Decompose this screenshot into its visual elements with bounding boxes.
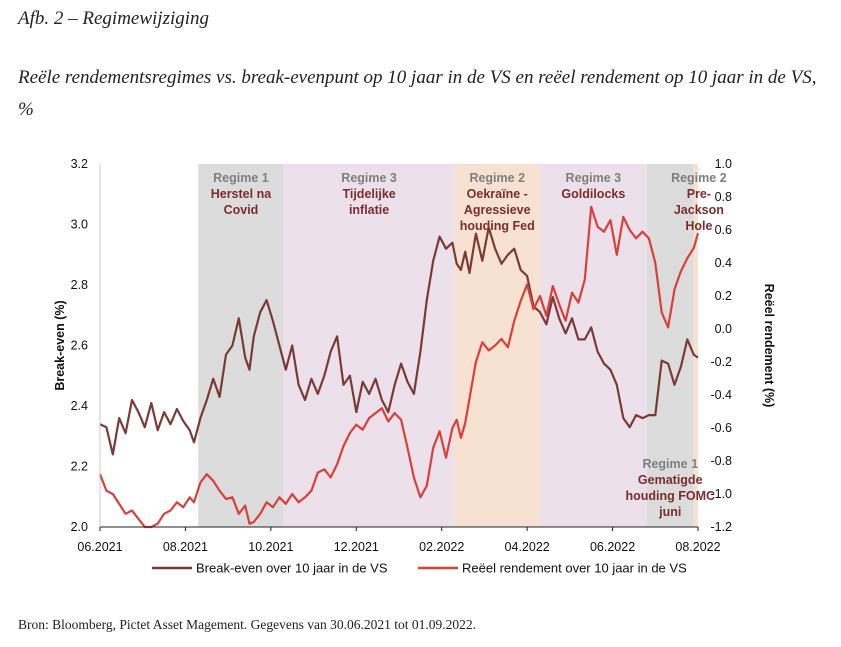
regime-sub-line: juni <box>658 505 681 519</box>
y-right-tick-label: -1.0 <box>710 487 732 501</box>
x-tick-label: 08.2022 <box>675 540 720 554</box>
x-tick-label: 04.2022 <box>505 540 550 554</box>
regime-heading: Regime 2 <box>469 171 525 185</box>
regime-band-2 <box>454 164 540 527</box>
y-right-tick-label: -0.4 <box>710 388 732 402</box>
regime-sub-line: Herstel na <box>211 187 272 201</box>
y-right-tick-label: 1.0 <box>715 157 732 171</box>
legend-item-1: Reëel rendement over 10 jaar in de VS <box>418 561 687 576</box>
regime-heading: Regime 3 <box>566 171 622 185</box>
source-note: Bron: Bloomberg, Pictet Asset Magement. … <box>18 617 476 632</box>
regime-sub-line: Tijdelijke <box>342 187 395 201</box>
regime-bands <box>198 164 698 527</box>
regime-band-0 <box>198 164 284 527</box>
y-right-tick-label: -0.8 <box>710 454 732 468</box>
regime-band-3 <box>539 164 647 527</box>
regime-label-4: Regime 1 Gematigde houding FOMC juni <box>625 457 715 519</box>
regime-heading: Regime 2 <box>671 171 727 185</box>
legend: Break-even over 10 jaar in de VS Reëel re… <box>152 561 687 576</box>
x-tick-label: 10.2021 <box>248 540 293 554</box>
axes: 06.2021 08.2021 10.2021 12.2021 02.2022 04.20… <box>53 157 776 554</box>
regime-sub-line: Jackson <box>674 203 724 217</box>
x-tick-label: 06.2022 <box>590 540 635 554</box>
y-left-tick-label: 2.4 <box>71 399 88 413</box>
x-tick-label: 08.2021 <box>163 540 208 554</box>
regime-heading: Regime 3 <box>341 171 397 185</box>
regime-sub-line: Goldilocks <box>561 187 625 201</box>
y-left-tick-label: 2.8 <box>71 278 88 292</box>
figure-label: Afb. 2 – Regimewijziging <box>18 8 210 29</box>
real-yield-line <box>98 205 700 529</box>
y-left-tick-label: 2.0 <box>71 520 88 534</box>
legend-label: Break-even over 10 jaar in de VS <box>196 561 388 576</box>
y-right-tick-label: 0.0 <box>715 322 732 336</box>
chart: Regime 1 Herstel na Covid Regime 3 Tijdelijk… <box>53 157 776 576</box>
y-left-tick-label: 3.0 <box>71 218 88 232</box>
y-right-tick-label: 0.6 <box>715 223 732 237</box>
regime-band-1 <box>283 164 455 527</box>
y-left-tick-label: 3.2 <box>71 157 88 171</box>
regime-label-0: Regime 1 Herstel na Covid <box>211 171 272 217</box>
regime-sub-line: Gematigde <box>638 473 703 487</box>
regime-sub-line: Pre- <box>687 187 711 201</box>
y-right-tick-label: 0.2 <box>715 289 732 303</box>
regime-sub-line: Hole <box>685 219 712 233</box>
series-lines <box>98 205 700 529</box>
regime-sub-line: Covid <box>224 203 259 217</box>
y-right-tick-label: 0.8 <box>715 190 732 204</box>
y-right-tick-label: -0.2 <box>710 355 732 369</box>
regime-labels: Regime 1 Herstel na Covid Regime 3 Tijdelijk… <box>211 171 727 519</box>
x-tick-label: 06.2021 <box>77 540 122 554</box>
y-left-tick-label: 2.2 <box>71 460 88 474</box>
y-right-tick-label: 0.4 <box>715 256 732 270</box>
regime-heading: Regime 1 <box>213 171 269 185</box>
x-tick-label: 12.2021 <box>334 540 379 554</box>
regime-sub-line: inflatie <box>349 203 389 217</box>
legend-item-0: Break-even over 10 jaar in de VS <box>152 561 388 576</box>
regime-heading: Regime 1 <box>642 457 698 471</box>
figure-title: Reële rendementsregimes vs. break-evenpu… <box>18 67 817 120</box>
breakeven-line <box>99 226 699 456</box>
regime-label-2: Regime 2 Oekraïne - Agressieve houding Fed <box>460 171 535 233</box>
regime-sub-line: Agressieve <box>464 203 531 217</box>
y-right-tick-label: -1.2 <box>710 520 732 534</box>
y-right-axis-title: Reëel rendement (%) <box>762 284 776 408</box>
x-tick-label: 02.2022 <box>419 540 464 554</box>
regime-sub-line: Oekraïne - <box>467 187 528 201</box>
regime-label-3: Regime 3 Goldilocks <box>561 171 625 201</box>
y-left-axis-title: Break-even (%) <box>53 300 67 390</box>
regime-sub-line: houding FOMC <box>625 489 715 503</box>
y-right-tick-label: -0.6 <box>710 421 732 435</box>
y-left-tick-label: 2.6 <box>71 339 88 353</box>
regime-label-5: Regime 2 Pre- Jackson Hole <box>671 171 727 233</box>
regime-sub-line: houding Fed <box>460 219 535 233</box>
regime-label-1: Regime 3 Tijdelijke inflatie <box>341 171 397 217</box>
legend-label: Reëel rendement over 10 jaar in de VS <box>462 561 687 576</box>
regime-band-5 <box>693 164 698 527</box>
